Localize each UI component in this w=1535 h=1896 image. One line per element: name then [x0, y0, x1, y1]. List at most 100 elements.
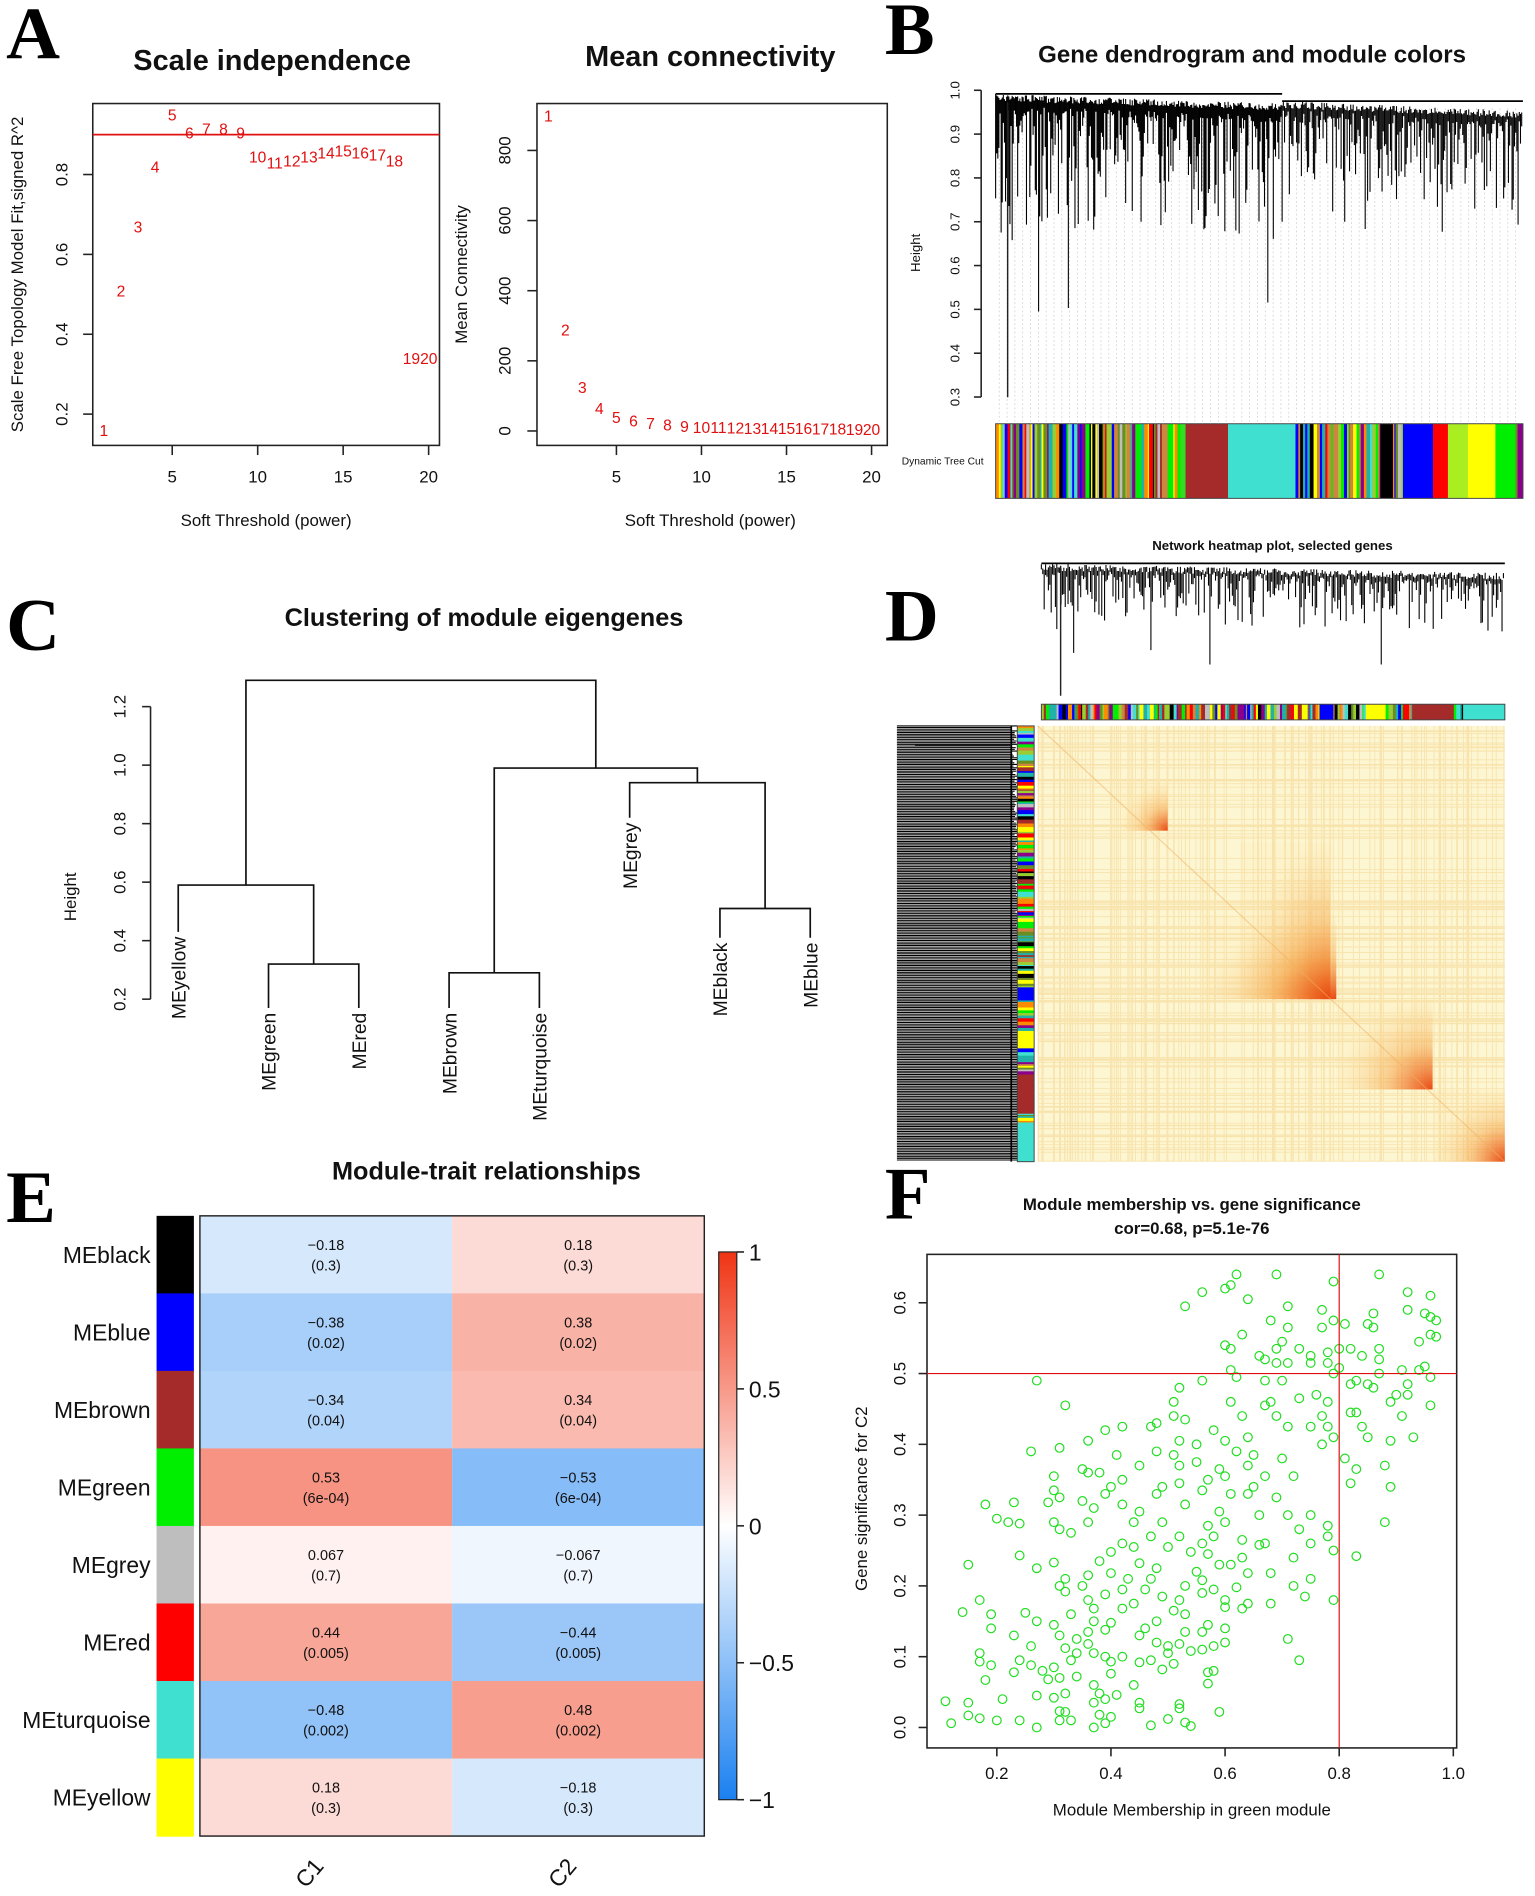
heatmap-cell [199, 1603, 453, 1682]
module-color-stripe [1068, 423, 1071, 499]
top-module-color-bar [1040, 703, 1506, 721]
data-point [1009, 1497, 1019, 1508]
data-point-label: 18 [829, 422, 847, 439]
data-point [1305, 1573, 1316, 1584]
module-color-stripe [1287, 704, 1292, 720]
data-point [1066, 1609, 1076, 1620]
module-color-stripe [1237, 704, 1240, 720]
module-color-stripe [1312, 704, 1316, 720]
module-color-stripe [1351, 704, 1354, 720]
data-point [1197, 1485, 1208, 1496]
module-color-stripe [1017, 1001, 1035, 1005]
module-color-stripe [1375, 423, 1379, 499]
module-color-stripe [1334, 704, 1338, 720]
module-color-stripe [1017, 1012, 1035, 1016]
module-color-stripe [1002, 423, 1004, 499]
data-point-label: 9 [236, 126, 245, 143]
module-color-stripe [1340, 704, 1343, 720]
data-point [1305, 1538, 1316, 1549]
data-point-label: 17 [812, 422, 829, 439]
module-color-stripe [1017, 958, 1035, 963]
x-tick-label: 0.8 [1327, 1764, 1350, 1783]
module-color-stripe [1075, 704, 1079, 720]
y-tick-label: 800 [495, 136, 514, 164]
data-point [1385, 1481, 1396, 1492]
module-color-stripe [1048, 423, 1053, 499]
module-color-stripe [1017, 788, 1035, 790]
module-color-stripe [1017, 793, 1035, 796]
data-point [1311, 1389, 1322, 1400]
module-color-stripe [1210, 704, 1213, 720]
data-point-label: 8 [219, 122, 228, 139]
module-color-stripe [1017, 865, 1035, 870]
x-tick-label: 1.0 [1442, 1764, 1465, 1783]
data-point [1163, 1714, 1173, 1724]
data-point [1180, 1580, 1191, 1591]
panel-label-d: D [885, 574, 939, 657]
y-tick-label: 0 [495, 426, 514, 435]
data-point [1100, 1589, 1111, 1600]
module-color-stripe [1017, 889, 1035, 893]
data-point-label: 9 [680, 419, 689, 436]
leaf-guide-lines [998, 108, 1517, 422]
module-color-stripe [1078, 704, 1082, 720]
data-point [1220, 1435, 1231, 1446]
data-point [1185, 1546, 1196, 1557]
data-point [1197, 1626, 1208, 1637]
module-color-stripe [1366, 423, 1371, 499]
module-color-stripe [1176, 704, 1179, 720]
data-point [1345, 1478, 1356, 1489]
module-color-stripe [1017, 1048, 1035, 1053]
heatmap-module-block [1119, 782, 1168, 831]
data-point [1151, 1446, 1162, 1457]
dendrogram-merge [628, 781, 766, 909]
x-tick-label: 15 [334, 468, 353, 487]
module-color-stripe [1401, 423, 1404, 499]
module-color-stripe [1017, 837, 1035, 841]
data-point-label: 15 [334, 144, 352, 161]
module-color-stripe [1166, 704, 1171, 720]
module-color-stripe [1017, 876, 1035, 880]
data-point [1374, 1269, 1385, 1280]
data-point [1031, 1616, 1042, 1627]
data-point [1265, 1598, 1276, 1609]
module-color-stripe [1096, 423, 1100, 499]
data-point-label: 16 [352, 146, 369, 163]
data-point-label: 12 [727, 420, 744, 437]
module-color-block [1432, 423, 1449, 499]
module-color-stripe [1379, 423, 1381, 499]
plot-frame [536, 102, 889, 447]
data-point [1151, 1616, 1162, 1627]
data-point [1100, 1651, 1111, 1662]
module-color-block [1412, 704, 1455, 720]
module-color-stripe [1251, 704, 1254, 720]
data-point [1271, 1492, 1282, 1503]
data-point [1374, 1354, 1385, 1365]
data-point [1425, 1290, 1436, 1301]
module-color-stripe [1017, 912, 1035, 916]
module-color-stripe [1072, 423, 1075, 499]
module-color-stripe [1161, 423, 1165, 499]
data-point [1140, 1623, 1151, 1634]
module-color-stripe [1147, 423, 1150, 499]
data-point [1180, 1301, 1191, 1312]
data-point [1009, 1630, 1019, 1641]
module-color-stripe [1204, 704, 1208, 720]
module-color-stripe [1017, 1069, 1035, 1072]
data-point-label: 10 [693, 420, 711, 437]
module-color-stripe [1017, 852, 1035, 857]
data-point [1282, 1301, 1293, 1312]
data-point [1402, 1287, 1413, 1298]
module-color-stripe [1346, 423, 1350, 499]
data-point [1322, 1347, 1333, 1358]
module-color-stripe [1282, 704, 1287, 720]
data-point [1242, 1568, 1253, 1579]
module-color-stripe [1017, 883, 1035, 886]
data-point [1048, 1517, 1059, 1528]
data-point [1088, 1680, 1099, 1690]
data-point [1088, 1722, 1099, 1733]
module-color-stripe [1095, 423, 1098, 499]
data-point [1385, 1435, 1396, 1446]
module-color-stripe [1020, 423, 1023, 499]
